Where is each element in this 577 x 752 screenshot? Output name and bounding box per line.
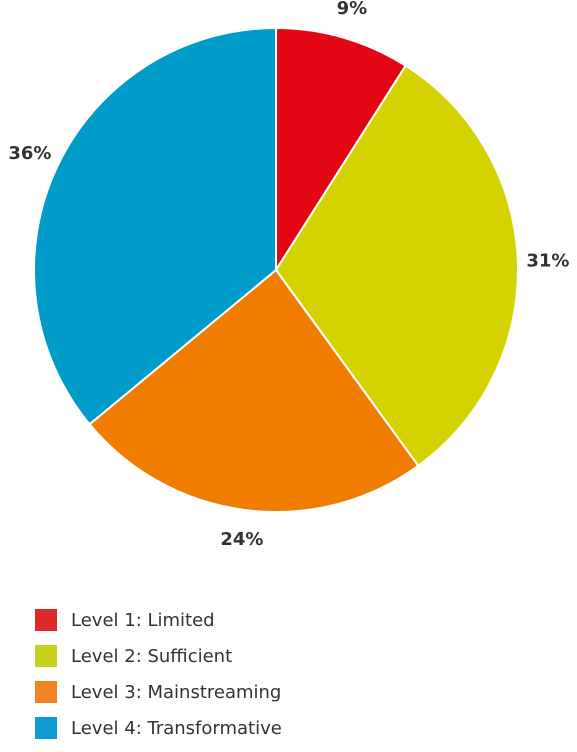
legend-item-level-2: Level 2: Sufficient: [35, 644, 282, 668]
pie-label-level-2: 31%: [526, 250, 569, 271]
pie-label-level-3: 24%: [220, 529, 263, 550]
legend-swatch-level-2: [35, 645, 57, 667]
pie-chart: 9% 31% 24% 36%: [8, 0, 569, 550]
pie-slice-level-3: [88, 269, 420, 513]
pie-slice-level-2: [275, 64, 519, 467]
legend-label-level-1: Level 1: Limited: [71, 609, 215, 631]
legend-swatch-level-1: [35, 609, 57, 631]
pie-slice-level-1: [275, 27, 407, 271]
legend: Level 1: Limited Level 2: Sufficient Lev…: [35, 608, 282, 752]
legend-item-level-3: Level 3: Mainstreaming: [35, 680, 282, 704]
legend-swatch-level-3: [35, 681, 57, 703]
pie-label-level-1: 9%: [337, 0, 368, 19]
pie-label-level-4: 36%: [8, 143, 51, 164]
legend-label-level-3: Level 3: Mainstreaming: [71, 681, 282, 703]
legend-item-level-4: Level 4: Transformative: [35, 716, 282, 740]
legend-label-level-4: Level 4: Transformative: [71, 717, 282, 739]
legend-swatch-level-4: [35, 717, 57, 739]
legend-label-level-2: Level 2: Sufficient: [71, 645, 233, 667]
legend-item-level-1: Level 1: Limited: [35, 608, 282, 632]
pie-slice-level-4: [33, 27, 277, 426]
